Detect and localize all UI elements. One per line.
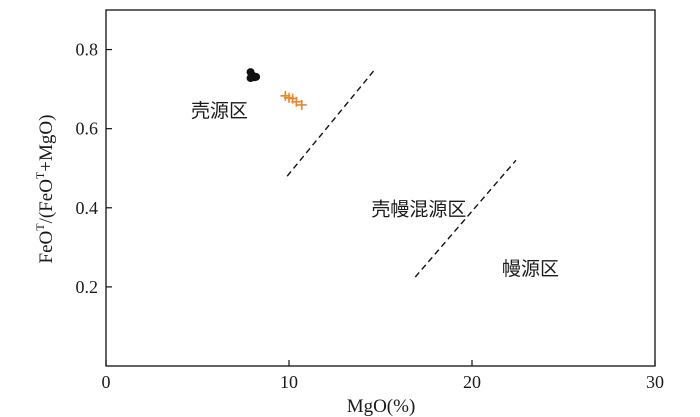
x-axis-title: MgO(%) (347, 396, 416, 417)
y-axis-title-part1: FeO (36, 231, 57, 264)
y-axis-title-sup2: T (33, 171, 47, 179)
region-label: 壳源区 (191, 100, 248, 122)
x-tick-label: 30 (646, 372, 664, 392)
plot-frame (105, 9, 656, 367)
y-axis-title-part3: +MgO) (36, 115, 57, 172)
y-axis-title: FeOT/(FeOT+MgO) (33, 115, 57, 264)
x-axis-ticks: 0 10 20 30 (102, 360, 664, 392)
y-tick-label: 0.8 (76, 40, 99, 60)
boundary-line (286, 68, 376, 177)
y-tick-label: 0.4 (76, 198, 99, 218)
x-tick-label: 0 (102, 372, 111, 392)
data-point-plus (291, 96, 302, 107)
region-label: 壳幔混源区 (371, 199, 466, 221)
boundary-line (414, 159, 517, 278)
region-label: 幔源区 (502, 258, 559, 280)
y-axis-title-part2: /(FeO (36, 179, 57, 223)
boundary-lines (286, 68, 517, 278)
y-tick-label: 0.2 (76, 277, 99, 297)
y-axis-title-sup1: T (33, 223, 47, 231)
y-tick-label: 0.6 (76, 119, 99, 139)
data-points (246, 68, 307, 110)
x-tick-label: 20 (463, 372, 481, 392)
data-point-circle (252, 72, 261, 81)
data-point-plus (296, 99, 307, 110)
y-axis-ticks: 0.2 0.4 0.6 0.8 (76, 40, 112, 297)
x-tick-label: 10 (280, 372, 298, 392)
plot-area (105, 9, 656, 367)
